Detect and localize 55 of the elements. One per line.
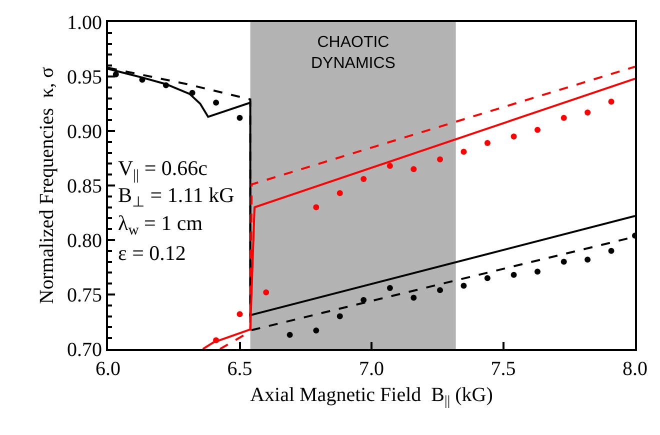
y-tick-label: 0.95 [67,66,102,88]
point [386,162,393,169]
y-tick-label: 0.70 [67,339,102,361]
point [236,114,243,121]
point [162,82,169,88]
point [510,272,517,278]
annotation: ε = 0.12 [118,241,186,265]
point [560,258,567,265]
point [510,133,517,140]
point [460,282,467,289]
point [484,140,490,146]
y-tick-label: 0.85 [67,176,102,198]
band-label: CHAOTIC DYNAMICS [311,34,396,72]
annotation: λ$_{w}$ = 1 cm [118,211,203,238]
x-tick-label: 8.0 [622,358,648,380]
point [386,284,393,291]
point [139,76,146,83]
point [112,71,119,78]
point [263,289,270,296]
point [584,109,591,116]
point [189,90,196,96]
point [560,114,567,121]
y-tick-label: 0.80 [67,230,102,252]
annotation: B$_{⊥}$ = 1.11 kG [118,183,234,210]
point [534,126,540,133]
x-tick-label: 6.0 [96,358,120,380]
x-tick-label: 7.5 [490,358,516,380]
point [360,176,367,182]
point [286,332,293,338]
point [336,190,343,196]
point [584,256,591,263]
point [313,204,320,210]
point [410,294,417,301]
y-tick-label: 1.00 [67,12,102,34]
annotation: V$_{||}$ = 0.66c [118,156,208,184]
point [313,327,320,334]
point [608,98,614,105]
point [437,287,444,294]
point [360,296,367,303]
point [437,156,444,162]
point [213,337,220,344]
point [336,313,343,320]
x-tick-label: 6.5 [227,358,252,380]
point [484,275,490,282]
point [213,100,220,106]
y-axis-title: Normalized Frequencies κ, σ [36,66,58,304]
point [460,148,467,155]
x-tick-label: 7.0 [359,358,384,380]
point [236,311,243,318]
y-tick-label: 0.75 [67,284,102,306]
point [534,268,540,275]
point [410,166,417,172]
y-tick-label: 0.90 [67,121,102,143]
point [608,248,614,254]
x-axis-title: Axial Magnetic Field B$_{||}$ (kG) [250,384,493,410]
